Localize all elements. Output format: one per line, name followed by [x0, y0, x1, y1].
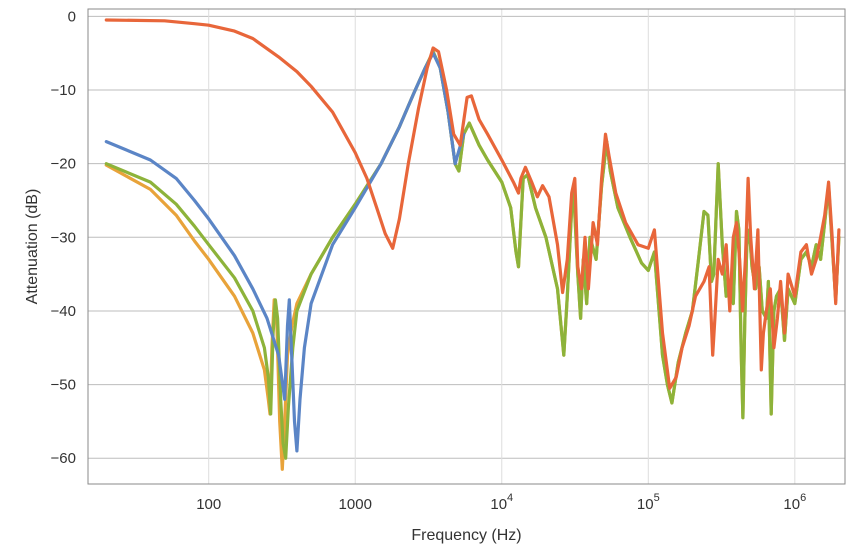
y-tick-label: −20	[51, 156, 76, 173]
x-tick-label: 105	[637, 492, 660, 513]
x-tick-label-exponent: 4	[507, 492, 513, 504]
x-tick-label: 106	[783, 492, 806, 513]
plot-frame	[87, 8, 846, 485]
x-tick-label-base: 1000	[339, 496, 372, 513]
x-axis-title: Frequency (Hz)	[411, 527, 521, 544]
x-tick-label: 1000	[339, 496, 372, 513]
y-axis-title: Attenuation (dB)	[24, 189, 41, 305]
y-tick-label: −50	[51, 377, 76, 394]
series-line-3	[104, 51, 466, 453]
series-line-1	[104, 50, 841, 471]
x-tick-label: 100	[196, 496, 221, 513]
x-tick-label-base: 10	[637, 496, 654, 513]
grid	[88, 9, 845, 484]
x-tick-label-base: 100	[196, 496, 221, 513]
x-tick-label-exponent: 6	[800, 492, 806, 504]
x-tick-label-base: 10	[490, 496, 507, 513]
y-tick-label: 0	[68, 8, 76, 25]
y-tick-label: −30	[51, 229, 76, 246]
series-line-4	[104, 18, 841, 390]
series-line-2	[104, 50, 841, 460]
y-tick-label: −10	[51, 82, 76, 99]
x-tick-label-base: 10	[783, 496, 800, 513]
y-tick-label: −40	[51, 303, 76, 320]
x-tick-label: 104	[490, 492, 513, 513]
series-layer	[104, 18, 841, 471]
y-tick-label: −60	[51, 450, 76, 467]
x-tick-label-exponent: 5	[654, 492, 660, 504]
